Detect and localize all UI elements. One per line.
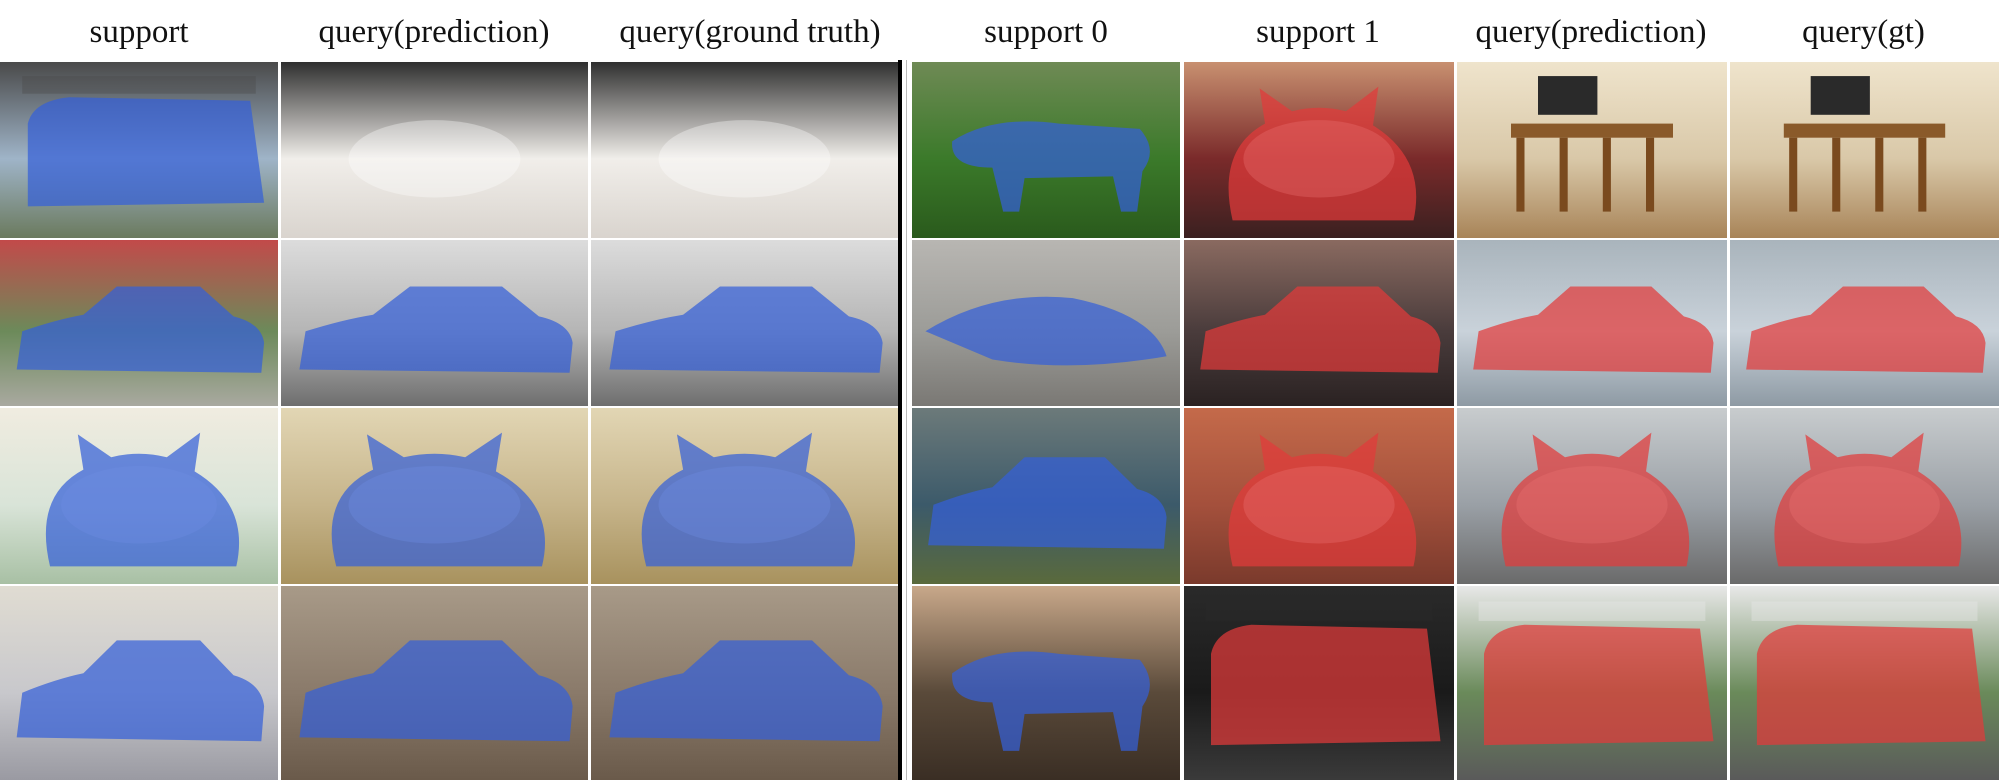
car-icon <box>1457 240 1727 406</box>
right-row4-col2 <box>1184 586 1454 780</box>
left-row1-col3 <box>591 62 898 238</box>
cow-icon <box>912 586 1180 780</box>
blue-mask <box>16 286 265 373</box>
right-row3-col2 <box>1184 408 1454 584</box>
left-row1-col2 <box>281 62 588 238</box>
panel-divider <box>898 60 902 780</box>
header-support-0: support 0 <box>984 14 1108 50</box>
blue-mask <box>27 97 265 207</box>
left-row3-col1 <box>0 408 278 584</box>
car-icon <box>281 240 588 406</box>
header-support: support <box>89 14 189 50</box>
bus-icon <box>1457 586 1727 780</box>
left-row4-col3 <box>591 586 898 780</box>
blue-mask <box>331 432 546 567</box>
red-mask <box>1756 624 1986 746</box>
left-row3-col2 <box>281 408 588 584</box>
panel-divider-shadow <box>906 60 907 780</box>
cat-icon <box>1457 408 1727 584</box>
left-row2-col2 <box>281 240 588 406</box>
cat-icon <box>281 62 588 238</box>
blue-mask <box>952 651 1150 751</box>
red-mask <box>1200 286 1441 373</box>
left-row4-col1 <box>0 586 278 780</box>
right-row2-col4 <box>1730 240 1999 406</box>
red-mask <box>1746 286 1986 373</box>
blue-mask <box>609 286 883 373</box>
right-row4-col4 <box>1730 586 1999 780</box>
right-row4-col3 <box>1457 586 1727 780</box>
left-row3-col3 <box>591 408 898 584</box>
cat-icon <box>1184 408 1454 584</box>
right-row1-col3 <box>1457 62 1727 238</box>
blue-mask <box>925 296 1167 366</box>
animal-icon <box>912 240 1180 406</box>
right-row3-col3 <box>1457 408 1727 584</box>
blue-mask <box>928 457 1167 549</box>
blue-mask <box>952 121 1150 212</box>
left-row2-col1 <box>0 240 278 406</box>
cat-icon <box>1184 62 1454 238</box>
blue-mask <box>45 432 240 567</box>
car-icon <box>591 586 898 780</box>
right-row3-col1 <box>912 408 1180 584</box>
right-row3-col4 <box>1730 408 1999 584</box>
car-icon <box>912 408 1180 584</box>
blue-mask <box>299 640 573 742</box>
left-row1-col1 <box>0 62 278 238</box>
car-icon <box>1730 240 1999 406</box>
cat-icon <box>0 408 278 584</box>
red-mask <box>1211 624 1441 746</box>
right-row1-col2 <box>1184 62 1454 238</box>
bus-icon <box>0 62 278 238</box>
right-row2-col3 <box>1457 240 1727 406</box>
header-query-gt: query(gt) <box>1802 14 1925 50</box>
cat-icon <box>1730 408 1999 584</box>
blue-mask <box>299 286 573 373</box>
car-icon <box>281 586 588 780</box>
red-mask <box>1473 286 1714 373</box>
red-mask <box>1228 432 1417 567</box>
cow-icon <box>912 62 1180 238</box>
chair-icon <box>1457 62 1727 238</box>
right-row4-col1 <box>912 586 1180 780</box>
left-row2-col3 <box>591 240 898 406</box>
car-icon <box>0 240 278 406</box>
cat-icon <box>281 408 588 584</box>
cat-icon <box>591 408 898 584</box>
blue-mask <box>609 640 883 742</box>
header-query-ground-truth: query(ground truth) <box>619 14 881 50</box>
red-mask <box>1501 432 1690 567</box>
blue-mask <box>16 640 265 742</box>
header-query-prediction-right: query(prediction) <box>1475 14 1707 50</box>
red-mask <box>1484 624 1714 746</box>
red-mask <box>1774 432 1962 567</box>
blue-mask <box>641 432 856 567</box>
bus-icon <box>1184 586 1454 780</box>
right-row1-col1 <box>912 62 1180 238</box>
right-row1-col4 <box>1730 62 1999 238</box>
header-support-1: support 1 <box>1256 14 1380 50</box>
left-row4-col2 <box>281 586 588 780</box>
right-row2-col1 <box>912 240 1180 406</box>
cat-icon <box>591 62 898 238</box>
car-icon <box>1184 240 1454 406</box>
car-icon <box>591 240 898 406</box>
right-row2-col2 <box>1184 240 1454 406</box>
car-icon <box>0 586 278 780</box>
chair-icon <box>1730 62 1999 238</box>
bus-icon <box>1730 586 1999 780</box>
header-query-prediction: query(prediction) <box>318 14 550 50</box>
red-mask <box>1228 86 1417 221</box>
